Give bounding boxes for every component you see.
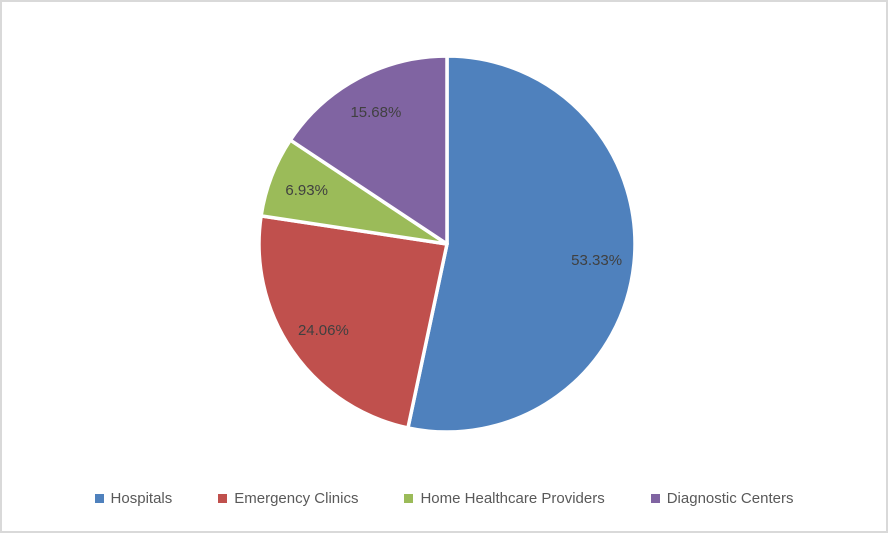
data-label-home-healthcare-providers: 6.93% xyxy=(285,182,328,199)
legend-label-emergency-clinics: Emergency Clinics xyxy=(234,489,359,507)
pie-slice-hospitals xyxy=(406,54,637,434)
legend-swatch-hospitals xyxy=(94,493,104,503)
legend-item-hospitals: Hospitals xyxy=(94,489,173,507)
legend-label-home-healthcare-providers: Home Healthcare Providers xyxy=(420,489,605,507)
data-label-diagnostic-centers: 15.68% xyxy=(350,104,401,121)
legend-swatch-diagnostic-centers xyxy=(650,493,660,503)
legend-label-diagnostic-centers: Diagnostic Centers xyxy=(666,489,794,507)
data-label-emergency-clinics: 24.06% xyxy=(298,322,349,339)
legend-swatch-emergency-clinics xyxy=(218,493,228,503)
legend-swatch-home-healthcare-providers xyxy=(404,493,414,503)
legend-item-diagnostic-centers: Diagnostic Centers xyxy=(650,489,794,507)
legend-label-hospitals: Hospitals xyxy=(110,489,173,507)
data-label-hospitals: 53.33% xyxy=(571,252,622,269)
legend-item-emergency-clinics: Emergency Clinics xyxy=(218,491,358,506)
pie-slice-diagnostic-centers xyxy=(288,54,449,246)
chart-legend: Hospitals Emergency Clinics Home Healthcar… xyxy=(2,486,886,510)
legend-item-home-healthcare-providers: Home Healthcare Providers xyxy=(404,489,605,507)
pie-slice-emergency-clinics xyxy=(257,214,449,430)
